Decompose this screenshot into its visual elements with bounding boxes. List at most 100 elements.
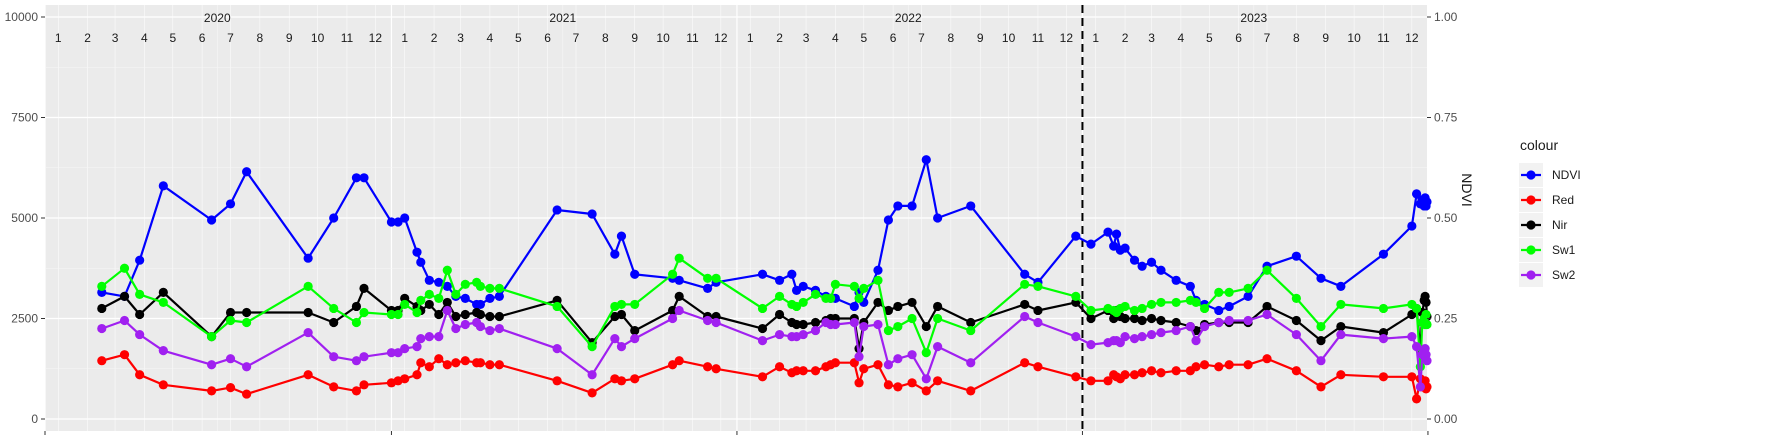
data-point-ndvi (757, 269, 768, 279)
month-label: 2 (84, 31, 91, 45)
data-point-nir (966, 317, 976, 328)
month-label: 10 (656, 31, 670, 45)
data-point-ndvi (1156, 265, 1166, 275)
data-point-red (933, 376, 943, 386)
data-point-sw2 (1262, 309, 1272, 320)
data-point-sw1 (1171, 297, 1181, 308)
data-point-red (1336, 370, 1346, 380)
legend-key-point (1526, 245, 1536, 255)
data-point-sw1 (849, 281, 859, 291)
data-point-ndvi (359, 173, 369, 183)
data-point-ndvi (630, 269, 640, 279)
month-label: 10 (1347, 31, 1361, 45)
data-point-red (242, 389, 252, 399)
data-point-red (1129, 370, 1140, 380)
data-point-red (1137, 368, 1147, 378)
data-point-sw2 (434, 331, 444, 342)
data-point-nir (351, 301, 362, 312)
data-point-red (1146, 366, 1157, 376)
data-point-nir (460, 309, 470, 320)
data-point-ndvi (849, 301, 859, 312)
data-point-sw1 (400, 299, 410, 310)
data-point-nir (424, 299, 434, 310)
data-point-ndvi (1407, 221, 1417, 231)
data-point-red (1171, 366, 1181, 376)
data-point-red (424, 362, 434, 372)
data-point-nir (1156, 315, 1166, 326)
data-point-sw1 (810, 289, 821, 299)
data-point-sw1 (667, 269, 678, 279)
data-point-ndvi (798, 281, 808, 291)
data-point-red (135, 370, 145, 380)
data-point-sw1 (859, 283, 869, 293)
data-point-ndvi (206, 215, 217, 225)
data-point-sw1 (1291, 293, 1301, 303)
data-point-sw1 (1137, 303, 1147, 314)
data-point-sw1 (1316, 321, 1326, 332)
data-point-ndvi (1214, 305, 1224, 316)
data-point-sw2 (351, 356, 362, 366)
data-point-ndvi (303, 253, 313, 263)
data-point-sw2 (667, 313, 678, 324)
data-point-nir (798, 319, 808, 330)
data-point-sw2 (1137, 331, 1147, 342)
data-point-red (434, 354, 444, 364)
data-point-sw2 (1378, 334, 1389, 344)
data-point-red (460, 356, 470, 366)
data-point-sw2 (1146, 329, 1157, 340)
month-label: 6 (544, 31, 551, 45)
data-point-sw2 (630, 334, 640, 344)
data-point-sw1 (893, 321, 903, 332)
data-point-nir (1129, 313, 1140, 324)
data-point-ndvi (1086, 239, 1096, 249)
month-label: 8 (257, 31, 264, 45)
data-point-ndvi (966, 201, 976, 211)
data-point-ndvi (921, 155, 931, 165)
data-point-sw2 (1020, 311, 1030, 322)
data-point-nir (1291, 315, 1301, 326)
data-point-nir (225, 307, 236, 318)
data-point-red (475, 358, 486, 368)
data-point-sw2 (798, 329, 808, 340)
month-label: 12 (369, 31, 383, 45)
data-point-red (329, 382, 339, 392)
y-tick-label-right: 0.75 (1434, 111, 1458, 125)
data-point-nir (135, 309, 145, 320)
data-point-nir (1033, 305, 1043, 316)
data-point-sw2 (933, 342, 943, 352)
y-tick-label-left: 0 (31, 412, 38, 426)
data-point-nir (1086, 313, 1096, 324)
legend-key-point (1526, 195, 1536, 205)
month-label: 11 (341, 31, 354, 45)
data-point-nir (1171, 317, 1181, 328)
data-point-red (1243, 360, 1253, 370)
month-label: 6 (890, 31, 897, 45)
data-point-red (1407, 372, 1417, 382)
data-point-red (485, 360, 495, 370)
data-point-red (400, 374, 410, 384)
data-point-red (1224, 360, 1234, 370)
data-point-sw1 (451, 289, 461, 299)
month-label: 3 (1148, 31, 1155, 45)
data-point-sw1 (1156, 297, 1166, 308)
data-point-red (1120, 370, 1130, 380)
data-point-sw2 (893, 354, 903, 364)
data-point-sw1 (475, 281, 486, 291)
legend-label-ndvi: NDVI (1552, 168, 1581, 182)
data-point-red (830, 358, 840, 368)
data-point-ndvi (587, 209, 597, 219)
data-point-red (587, 388, 597, 398)
data-point-red (303, 370, 313, 380)
data-point-sw2 (475, 321, 486, 332)
legend-label-nir: Nir (1552, 218, 1567, 232)
data-point-nir (774, 309, 785, 320)
data-point-ndvi (412, 247, 422, 257)
data-point-sw2 (1199, 321, 1210, 332)
month-label: 8 (1293, 31, 1300, 45)
month-label: 9 (977, 31, 984, 45)
data-point-sw2 (1086, 340, 1096, 350)
data-point-ndvi (893, 201, 903, 211)
data-point-sw2 (119, 315, 130, 326)
data-point-nir (921, 321, 931, 332)
